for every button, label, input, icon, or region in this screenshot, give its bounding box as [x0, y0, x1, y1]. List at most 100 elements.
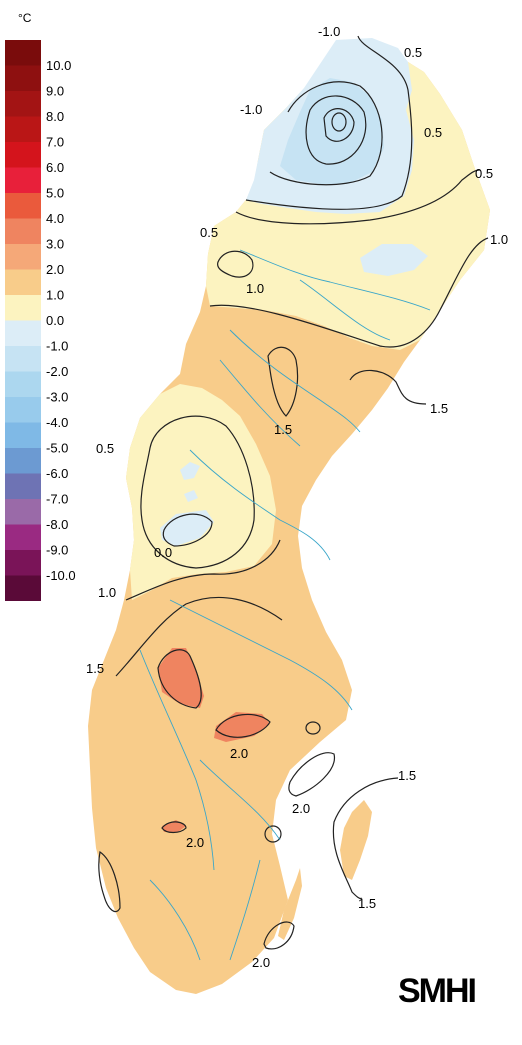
isolines: [98, 35, 489, 950]
legend-color-scale: [5, 40, 41, 601]
isoline-label: 1.0: [98, 585, 116, 600]
legend-swatch: [5, 346, 41, 372]
isoline-1.0-loop: [217, 250, 254, 278]
legend-swatch: [5, 524, 41, 550]
legend-label: -1.0: [46, 339, 68, 354]
legend-label: -3.0: [46, 390, 68, 405]
legend-label: 3.0: [46, 237, 64, 252]
isoline-label: 1.5: [86, 661, 104, 676]
legend-swatch: [5, 269, 41, 295]
cold-pocket-east-north: [360, 244, 428, 276]
legend-swatch: [5, 116, 41, 142]
legend-label: -9.0: [46, 543, 68, 558]
isoline-2.0-oland: [263, 921, 295, 950]
isoline-label: 2.0: [186, 835, 204, 850]
isoline-2.0-dalarna: [157, 649, 202, 709]
legend-label: -2.0: [46, 364, 68, 379]
isoline-label: 1.0: [246, 281, 264, 296]
legend-swatch: [5, 473, 41, 499]
isoline-label: 0.0: [154, 545, 172, 560]
isoline-label: 2.0: [292, 801, 310, 816]
rivers: [139, 249, 431, 961]
isoline-label: 1.5: [398, 768, 416, 783]
legend-swatch: [5, 422, 41, 448]
isoline-0.5-central: [140, 415, 255, 569]
legend-label: 7.0: [46, 135, 64, 150]
isoline-1.0-north: [209, 237, 489, 348]
isoline-minus1-north: [269, 81, 383, 186]
legend-swatch: [5, 499, 41, 525]
legend-swatch: [5, 193, 41, 219]
smhi-logo: SMHI: [398, 972, 476, 1010]
isoline-1.5-gulf: [267, 346, 299, 417]
isoline-label: -1.0: [318, 24, 340, 39]
zone-minus2-core: [322, 100, 358, 144]
legend-swatch: [5, 244, 41, 270]
isoline-label: 1.5: [430, 401, 448, 416]
legend-swatch: [5, 550, 41, 576]
legend-label: 5.0: [46, 186, 64, 201]
legend-swatch: [5, 397, 41, 423]
isoline-label: 0.5: [200, 225, 218, 240]
isoline-label: 2.0: [252, 955, 270, 970]
legend-label: 10.0: [46, 58, 71, 73]
legend-swatch: [5, 142, 41, 168]
legend-labels: 10.0 9.0 8.0 7.0 6.0 5.0 4.0 3.0 2.0 1.0 0.0 -1.0 -2…: [46, 58, 76, 583]
isoline-0.0-north: [245, 35, 413, 210]
cold-pocket-central-1: [160, 510, 214, 546]
legend-label: 6.0: [46, 160, 64, 175]
legend-unit: °C: [18, 11, 32, 25]
isoline-label: 1.5: [274, 422, 292, 437]
isoline-label: 1.0: [490, 232, 508, 247]
legend-swatch: [5, 575, 41, 601]
legend-label: 9.0: [46, 84, 64, 99]
legend-swatch: [5, 218, 41, 244]
isoline-minus2: [305, 95, 367, 165]
isoline-2.0-small-1: [305, 721, 321, 735]
legend-label: -5.0: [46, 441, 68, 456]
legend-label: 0.0: [46, 313, 64, 328]
legend-label: 1.0: [46, 288, 64, 303]
legend-swatch: [5, 320, 41, 346]
isoline-2.0-malaren: [215, 713, 271, 738]
isoline-1.0-central: [125, 539, 281, 601]
isoline-label: 0.5: [96, 441, 114, 456]
isoline-1.5-gotland: [332, 777, 399, 900]
isoline-minus4: [331, 112, 347, 132]
warm-pocket-malaren: [214, 712, 270, 742]
legend-swatch: [5, 40, 41, 66]
legend-label: -4.0: [46, 415, 68, 430]
cold-pocket-central-3: [184, 490, 198, 502]
isoline-label: 0.5: [475, 166, 493, 181]
legend-label: -10.0: [46, 568, 76, 583]
isoline-minus3: [323, 108, 355, 142]
isoline-2.0-vattern: [161, 821, 187, 834]
isoline-1.5-south: [115, 596, 283, 677]
legend-swatch: [5, 448, 41, 474]
legend-label: 4.0: [46, 211, 64, 226]
cold-pocket-central-2: [180, 462, 200, 480]
isoline-2.0-coast: [288, 752, 335, 797]
legend-label: -6.0: [46, 466, 68, 481]
isoline-label: 2.0: [230, 746, 248, 761]
isoline-2.0-small-2: [264, 825, 282, 843]
isoline-0.0-central: [162, 513, 213, 547]
legend-swatch: [5, 91, 41, 117]
isoline-0.5-north: [235, 169, 481, 225]
legend-swatch: [5, 371, 41, 397]
zone-0-to-1-central: [126, 384, 276, 600]
isoline-west-coast: [98, 851, 121, 913]
legend-label: 8.0: [46, 109, 64, 124]
legend-label: -8.0: [46, 517, 68, 532]
legend-label: 2.0: [46, 262, 64, 277]
isoline-label: 0.5: [424, 125, 442, 140]
legend-swatch: [5, 65, 41, 91]
isoline-1.5-east: [349, 369, 427, 405]
isoline-label: 1.5: [358, 896, 376, 911]
legend-swatch: [5, 167, 41, 193]
isoline-label: -1.0: [240, 102, 262, 117]
gotland-island: [340, 800, 372, 880]
isoline-label: 0.5: [404, 45, 422, 60]
temperature-legend: °C 10.0 9.0 8.0 7.0 6.0 5.0 4.0 3.0 2.0 1.0 0.0 -1.…: [5, 11, 76, 601]
